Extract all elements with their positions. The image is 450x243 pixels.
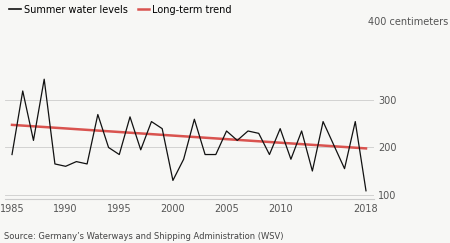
Text: 400 centimeters: 400 centimeters [368, 17, 448, 27]
Text: Source: Germany’s Waterways and Shipping Administration (WSV): Source: Germany’s Waterways and Shipping… [4, 232, 284, 241]
Legend: Summer water levels, Long-term trend: Summer water levels, Long-term trend [9, 5, 232, 15]
